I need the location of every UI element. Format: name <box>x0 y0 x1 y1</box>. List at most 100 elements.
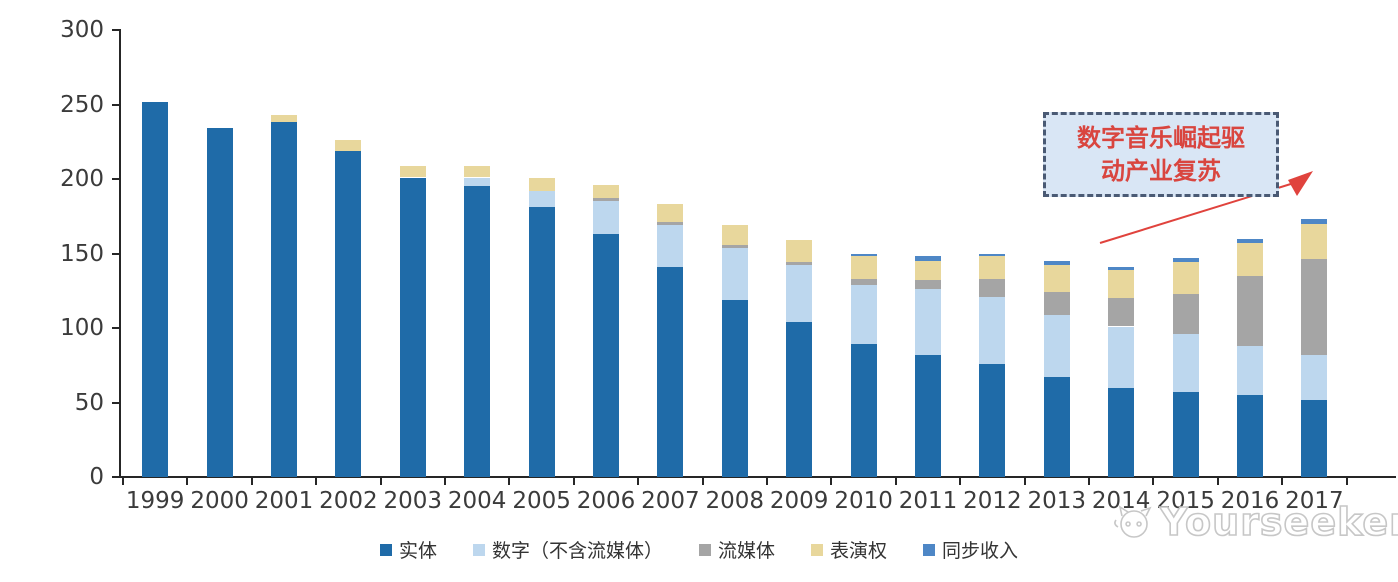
bar-segment <box>1108 269 1135 299</box>
bar-segment <box>1301 223 1328 260</box>
bar-2007 <box>657 0 684 477</box>
legend-item: 表演权 <box>811 536 887 563</box>
bar-segment <box>850 284 877 345</box>
x-axis-label: 2003 <box>383 488 443 514</box>
legend-item: 同步收入 <box>923 536 1018 563</box>
bar-segment <box>399 177 426 477</box>
x-axis-label: 2001 <box>254 488 314 514</box>
bar-segment <box>721 247 748 300</box>
bar-segment <box>1043 314 1070 378</box>
x-axis-line <box>113 476 1396 478</box>
legend-item: 流媒体 <box>698 536 775 563</box>
bar-2004 <box>464 0 491 477</box>
bar-segment <box>657 222 684 226</box>
bar-segment <box>979 253 1006 257</box>
x-tick <box>250 478 253 485</box>
bar-segment <box>1301 354 1328 400</box>
bar-segment <box>786 262 813 266</box>
bar-segment <box>335 150 362 477</box>
bar-segment <box>786 322 813 477</box>
bar-segment <box>528 207 555 477</box>
legend-swatch <box>811 543 823 556</box>
x-tick <box>444 478 446 485</box>
bar-2011 <box>915 0 941 477</box>
bar-2012 <box>979 0 1006 477</box>
legend-label: 数字（不含流媒体） <box>491 540 663 562</box>
bar-segment <box>721 299 748 477</box>
legend-swatch <box>472 543 485 556</box>
bar-segment <box>1237 275 1263 346</box>
bar-segment <box>1301 219 1328 224</box>
bar-segment <box>1237 345 1263 396</box>
bar-2003 <box>399 0 426 477</box>
annotation-callout: 数字音乐崛起驱 动产业复苏 <box>1043 112 1279 197</box>
bar-2000 <box>206 0 233 477</box>
x-tick <box>894 478 897 485</box>
bar-segment <box>142 101 169 477</box>
x-axis-label: 2004 <box>447 488 507 514</box>
x-tick <box>1281 478 1284 485</box>
bar-2002 <box>335 0 362 477</box>
y-tick <box>112 178 120 180</box>
x-tick <box>508 478 511 485</box>
x-axis-label: 2002 <box>319 488 378 514</box>
legend-label: 表演权 <box>830 540 888 562</box>
y-axis-line <box>119 29 121 478</box>
x-tick <box>1216 478 1219 485</box>
x-tick <box>766 478 768 485</box>
bar-segment <box>1172 257 1199 263</box>
x-tick <box>186 478 189 485</box>
bar-2017 <box>1301 0 1328 477</box>
x-tick <box>1345 478 1348 485</box>
bar-segment <box>1043 292 1070 315</box>
bar-segment <box>1108 266 1135 270</box>
x-tick <box>1023 478 1026 485</box>
legend-item: 数字（不含流媒体） <box>472 536 663 563</box>
bar-segment <box>979 256 1006 279</box>
bar-2014 <box>1108 0 1135 477</box>
legend-label: 同步收入 <box>942 540 1019 562</box>
bar-segment <box>979 296 1006 364</box>
bar-segment <box>915 354 941 477</box>
y-axis-label: 50 <box>74 389 104 416</box>
x-axis-label: 1999 <box>125 488 185 514</box>
bar-segment <box>850 253 877 257</box>
x-axis-label: 2010 <box>834 488 893 514</box>
bar-segment <box>1301 399 1328 477</box>
y-tick <box>112 327 120 329</box>
x-tick <box>637 478 640 485</box>
x-tick <box>959 478 962 485</box>
bar-segment <box>1043 265 1070 293</box>
y-axis-label: 0 <box>89 464 104 490</box>
bar-segment <box>979 363 1006 477</box>
bar-segment <box>1043 260 1070 266</box>
y-axis-label: 100 <box>60 315 104 341</box>
legend-item: 实体 <box>379 536 437 563</box>
bar-segment <box>915 256 941 261</box>
bar-2008 <box>721 0 748 477</box>
x-axis-label: 2012 <box>963 488 1022 514</box>
bar-segment <box>1108 326 1135 388</box>
bar-segment <box>1172 392 1199 477</box>
bar-segment <box>786 240 813 263</box>
x-axis-label: 2005 <box>512 488 571 514</box>
y-axis-label: 300 <box>60 17 104 43</box>
y-axis-label: 250 <box>60 91 104 118</box>
y-axis-label: 150 <box>60 240 104 267</box>
bar-segment <box>1108 298 1135 327</box>
bar-segment <box>464 165 491 178</box>
legend: 实体 数字（不含流媒体） 流媒体 表演权 同步收入 <box>0 536 1398 563</box>
legend-label: 流媒体 <box>717 540 775 562</box>
y-tick <box>112 103 120 106</box>
bar-2006 <box>593 0 619 477</box>
x-axis-label: 2015 <box>1156 488 1215 514</box>
bar-segment <box>915 280 941 290</box>
bar-2009 <box>786 0 813 477</box>
x-tick <box>572 478 575 485</box>
bar-segment <box>1237 395 1263 477</box>
bar-segment <box>271 114 297 123</box>
y-axis-label: 200 <box>60 166 104 192</box>
bar-segment <box>1237 243 1263 276</box>
bar-segment <box>915 260 941 281</box>
